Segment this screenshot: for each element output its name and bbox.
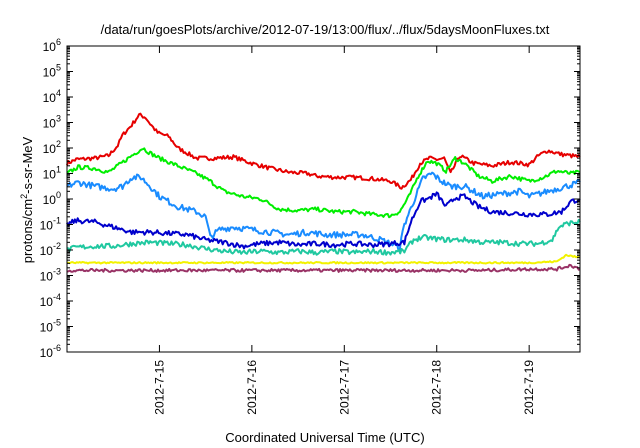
- series-line-5: [66, 218, 581, 256]
- series-line-4: [66, 191, 581, 250]
- series-line-7: [66, 263, 581, 273]
- series-line-6: [66, 253, 581, 265]
- series-line-3: [66, 171, 581, 251]
- series-line-2: [66, 147, 581, 219]
- x-tick-label: 2012-7-15: [152, 360, 166, 415]
- y-tick-label: 102: [43, 139, 61, 156]
- y-tick-label: 106: [43, 37, 61, 54]
- y-tick-label: 103: [43, 114, 61, 131]
- chart-title: /data/run/goesPlots/archive/2012-07-19/1…: [101, 22, 550, 37]
- y-tick-label: 10-5: [40, 318, 61, 335]
- y-tick-label: 101: [43, 165, 61, 182]
- y-tick-label: 10-6: [40, 343, 61, 360]
- x-tick-label: 2012-7-16: [245, 360, 259, 415]
- series-layer: [66, 112, 581, 273]
- plot-frame: [66, 45, 581, 353]
- y-tick-label: 10-2: [40, 241, 61, 258]
- x-axis: 2012-7-15 2012-7-16 2012-7-17 2012-7-18 2012…: [152, 46, 536, 415]
- x-axis-label: Coordinated Universal Time (UTC): [225, 430, 424, 445]
- y-tick-label: 10-1: [40, 216, 61, 233]
- y-tick-label: 10-3: [40, 267, 61, 284]
- y-tick-label: 104: [43, 88, 61, 105]
- x-tick-label: 2012-7-17: [337, 360, 351, 415]
- y-axis-label: protons/cm2-s-sr-MeV: [19, 136, 35, 263]
- y-tick-label: 100: [43, 190, 61, 207]
- y-axis: 10-6 10-5 10-4 10-3 10-2 10-1 100 101 102 103 104 1…: [40, 37, 580, 360]
- x-tick-label: 2012-7-18: [430, 360, 444, 415]
- series-line-1: [66, 112, 581, 190]
- y-tick-label: 10-4: [40, 292, 61, 309]
- x-tick-label: 2012-7-19: [522, 360, 536, 415]
- y-tick-label: 105: [43, 63, 61, 80]
